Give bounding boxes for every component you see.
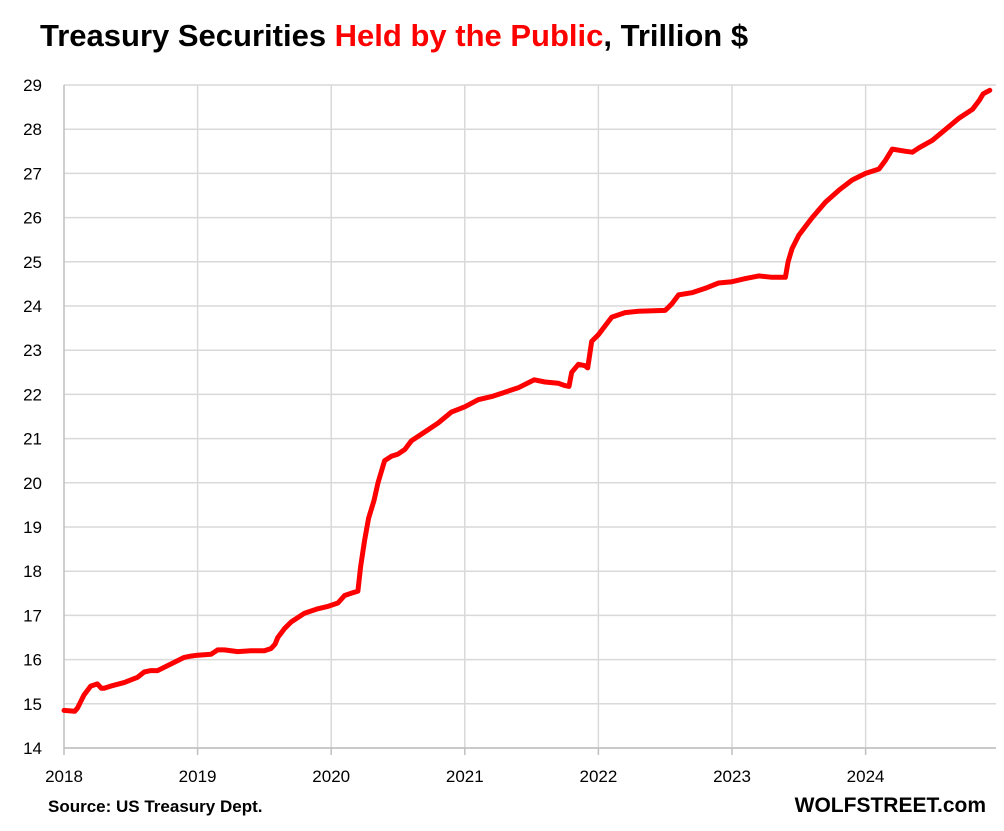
x-tick-label: 2024 (847, 767, 885, 786)
x-tick-label: 2022 (579, 767, 617, 786)
y-tick-label: 15 (23, 695, 42, 714)
series-line (61, 87, 993, 714)
y-tick-label: 22 (23, 385, 42, 404)
chart-title: Treasury Securities Held by the Public, … (40, 18, 748, 54)
series-group (61, 87, 993, 714)
y-tick-label: 25 (23, 253, 42, 272)
y-tick-label: 20 (23, 474, 42, 493)
y-tick-label: 21 (23, 430, 42, 449)
y-tick-label: 28 (23, 120, 42, 139)
title-part-3: , Trillion $ (603, 18, 749, 53)
y-axis-ticks: 14 15 16 17 18 19 20 21 22 23 24 25 26 27 28 29 (23, 76, 42, 758)
title-highlight: Held by the Public (334, 18, 604, 53)
source-note: Source: US Treasury Dept. (48, 797, 263, 816)
x-tick-label: 2018 (45, 767, 83, 786)
y-tick-label: 23 (23, 341, 42, 360)
y-tick-label: 29 (23, 76, 42, 95)
x-tick-label: 2023 (713, 767, 751, 786)
x-tick-label: 2020 (312, 767, 350, 786)
y-tick-label: 14 (23, 739, 42, 758)
title-part-1: Treasury Securities (40, 18, 335, 53)
x-axis-ticks: 2018 2019 2020 2021 2022 2023 2024 (45, 748, 885, 786)
y-tick-label: 16 (23, 651, 42, 670)
y-tick-label: 17 (23, 606, 42, 625)
y-tick-label: 19 (23, 518, 42, 537)
y-tick-label: 24 (23, 297, 42, 316)
x-tick-label: 2021 (446, 767, 484, 786)
y-tick-label: 27 (23, 164, 42, 183)
x-tick-label: 2019 (179, 767, 217, 786)
y-tick-label: 18 (23, 562, 42, 581)
y-tick-label: 26 (23, 209, 42, 228)
brand-watermark: WOLFSTREET.com (794, 794, 986, 817)
grid-lines (63, 84, 996, 749)
